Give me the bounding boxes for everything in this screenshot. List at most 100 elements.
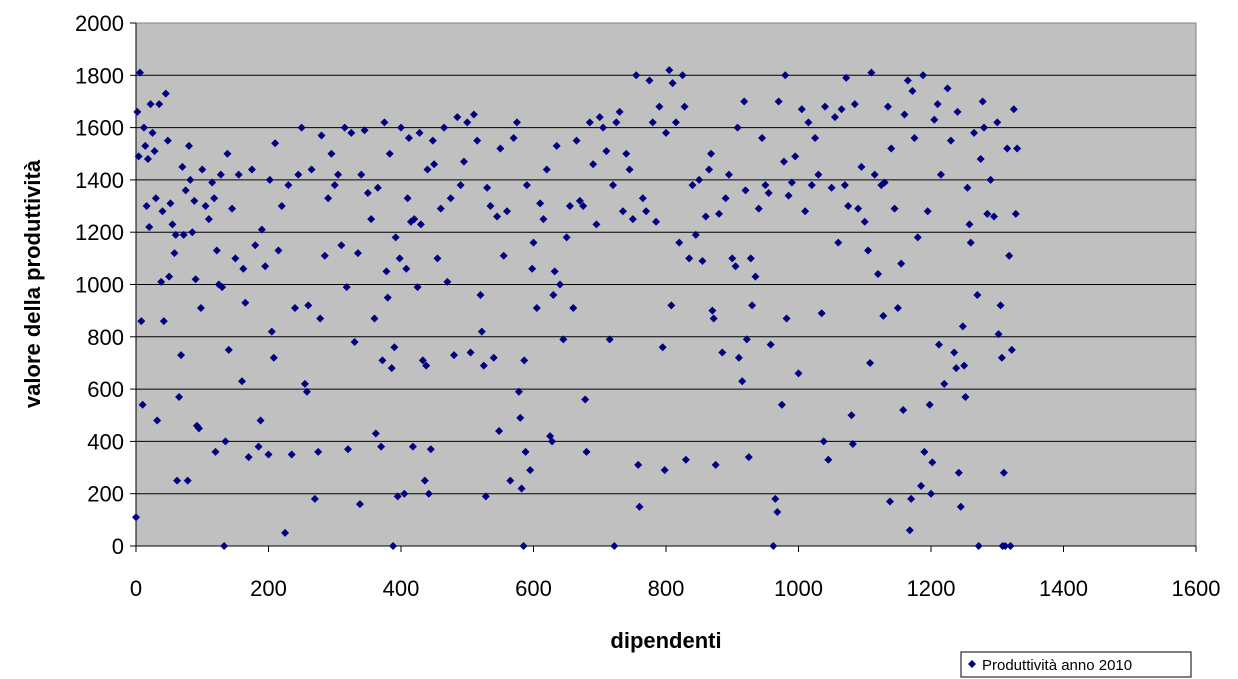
data-point	[907, 494, 916, 503]
data-point	[143, 154, 152, 163]
data-point	[210, 194, 219, 203]
data-point	[489, 353, 498, 362]
data-point	[771, 494, 780, 503]
x-tick-label: 1400	[1039, 576, 1088, 601]
data-point	[1013, 144, 1022, 153]
data-point	[993, 118, 1002, 127]
data-point	[393, 492, 402, 501]
data-point	[267, 327, 276, 336]
data-point	[585, 118, 594, 127]
data-point	[804, 118, 813, 127]
data-point	[930, 115, 939, 124]
data-point	[879, 311, 888, 320]
data-point	[446, 194, 455, 203]
data-point	[178, 162, 187, 171]
data-point	[642, 207, 651, 216]
data-point	[976, 154, 985, 163]
data-point	[731, 262, 740, 271]
data-point	[173, 476, 182, 485]
data-point	[536, 199, 545, 208]
data-point	[599, 123, 608, 132]
data-point	[610, 542, 619, 550]
data-point	[734, 353, 743, 362]
data-point	[161, 89, 170, 98]
legend-box	[960, 651, 1192, 678]
data-point	[701, 212, 710, 221]
data-point	[562, 233, 571, 242]
data-point	[529, 238, 538, 247]
data-point	[751, 272, 760, 281]
x-tick-label: 200	[250, 576, 287, 601]
data-point	[269, 353, 278, 362]
data-point	[688, 181, 697, 190]
data-point	[450, 351, 458, 360]
data-point	[314, 447, 323, 456]
x-tick-label: 400	[383, 576, 420, 601]
data-point	[198, 165, 207, 174]
data-point	[334, 170, 343, 179]
data-point	[320, 251, 329, 260]
data-point	[963, 183, 972, 192]
x-tick-labels: 0 200 400 600 800 1000 1200 1400 1600	[130, 576, 1221, 601]
y-axis-title: valore della produttività	[20, 159, 45, 408]
data-point	[155, 100, 164, 109]
data-point	[989, 212, 998, 221]
data-point	[528, 264, 537, 273]
data-point	[496, 144, 505, 153]
data-point	[814, 170, 823, 179]
data-point	[307, 165, 316, 174]
data-point	[163, 136, 172, 145]
data-point	[208, 178, 217, 187]
data-point	[481, 492, 490, 501]
data-point	[625, 165, 634, 174]
data-point	[261, 262, 270, 271]
data-point	[134, 152, 143, 161]
y-tick-label: 2000	[75, 11, 124, 36]
data-point	[997, 353, 1006, 362]
data-point	[983, 209, 992, 218]
data-point	[782, 314, 791, 323]
data-point	[660, 466, 669, 475]
data-point	[740, 97, 749, 106]
data-point	[718, 348, 727, 357]
data-point	[499, 251, 508, 260]
data-point	[769, 542, 778, 550]
data-point	[211, 447, 220, 456]
data-point	[671, 118, 680, 127]
data-point	[919, 71, 928, 80]
data-point	[157, 277, 166, 286]
data-point	[711, 460, 720, 469]
data-point	[874, 270, 882, 279]
data-point	[595, 113, 604, 122]
data-point	[1006, 542, 1015, 550]
data-point	[668, 79, 677, 88]
data-point	[801, 207, 810, 216]
data-point	[310, 494, 319, 503]
data-point	[516, 413, 525, 422]
data-point	[166, 199, 175, 208]
data-point	[300, 379, 309, 388]
data-point	[589, 160, 598, 169]
data-point	[634, 460, 643, 469]
data-point	[274, 246, 283, 255]
data-point	[294, 170, 303, 179]
data-point	[652, 217, 661, 226]
data-point	[766, 340, 775, 349]
data-point	[994, 330, 1003, 339]
data-point	[550, 267, 559, 276]
data-point	[575, 196, 584, 205]
data-point	[287, 450, 296, 459]
data-point	[847, 411, 856, 420]
data-point	[811, 134, 820, 143]
data-point	[807, 181, 816, 190]
data-point	[400, 489, 409, 498]
data-point	[413, 283, 422, 292]
data-point	[291, 304, 299, 313]
data-point	[635, 502, 644, 511]
data-point	[883, 102, 892, 111]
data-point	[277, 202, 286, 211]
data-point	[436, 204, 445, 213]
data-point	[170, 249, 179, 258]
data-point	[908, 86, 917, 95]
data-point	[316, 314, 325, 323]
